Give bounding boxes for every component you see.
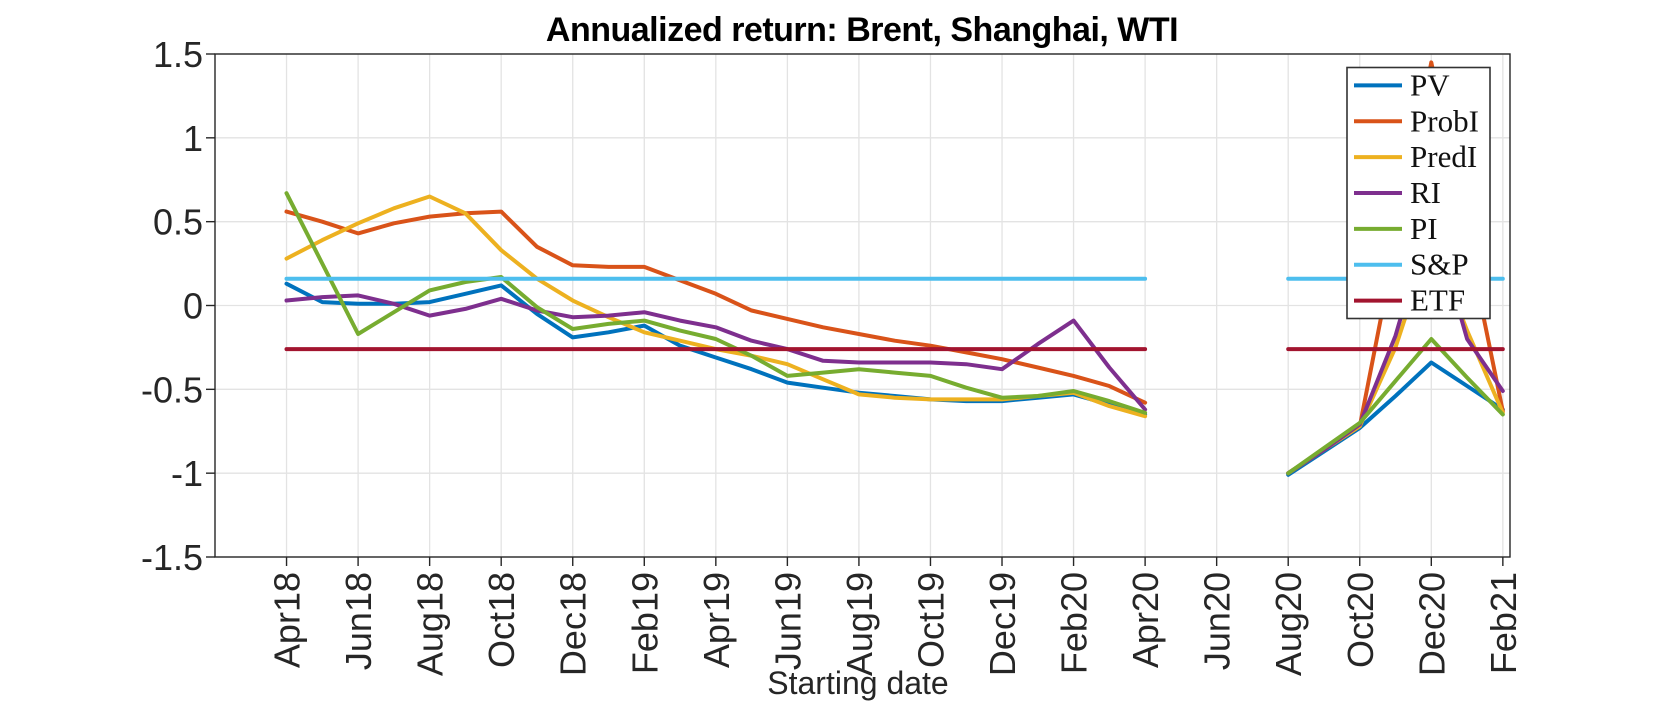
chart-title: Annualized return: Brent, Shanghai, WTI [546, 11, 1178, 49]
x-tick-label: Jun20 [1197, 572, 1238, 670]
y-tick-label: 0.5 [153, 202, 203, 243]
legend-item-PredI: PredI [1410, 139, 1477, 174]
x-tick-label: Oct19 [910, 572, 951, 668]
legend-item-PV: PV [1410, 67, 1450, 102]
axes: Apr18 Jun18 Aug18 Oct18 Dec18 Feb19 Apr19 Jun19… [141, 34, 1524, 676]
y-tick-label: 0 [183, 286, 203, 327]
legend-item-PI: PI [1410, 211, 1438, 246]
x-tick-label: Aug19 [839, 572, 880, 676]
y-tick-label: -1.5 [141, 537, 203, 578]
x-tick-label: Dec19 [982, 572, 1023, 676]
x-tick-label: Oct20 [1340, 572, 1381, 668]
legend-item-RI: RI [1410, 175, 1441, 210]
x-tick-label: Aug20 [1268, 572, 1309, 676]
y-tick-label: -1 [171, 453, 203, 494]
legend-item-ProbI: ProbI [1410, 103, 1479, 138]
x-tick-label: Jun18 [338, 572, 379, 670]
y-tick-label: -0.5 [141, 369, 203, 410]
x-tick-label: Oct18 [481, 572, 522, 668]
x-tick-label: Jun19 [767, 572, 808, 670]
y-tick-label: 1 [183, 118, 203, 159]
x-tick-label: Apr20 [1125, 572, 1166, 668]
x-tick-label: Dec18 [553, 572, 594, 676]
x-tick-label: Aug18 [410, 572, 451, 676]
x-tick-label: Apr19 [696, 572, 737, 668]
legend-item-S&P: S&P [1410, 247, 1469, 282]
x-tick-label: Feb20 [1054, 572, 1095, 674]
x-tick-label: Apr18 [267, 572, 308, 668]
y-tick-label: 1.5 [153, 34, 203, 75]
x-tick-label: Dec20 [1411, 572, 1452, 676]
x-axis-label: Starting date [767, 665, 948, 701]
legend-item-ETF: ETF [1410, 283, 1465, 318]
x-tick-label: Feb19 [624, 572, 665, 674]
x-tick-label: Feb21 [1483, 572, 1524, 674]
series-line-PI [284, 191, 1505, 476]
